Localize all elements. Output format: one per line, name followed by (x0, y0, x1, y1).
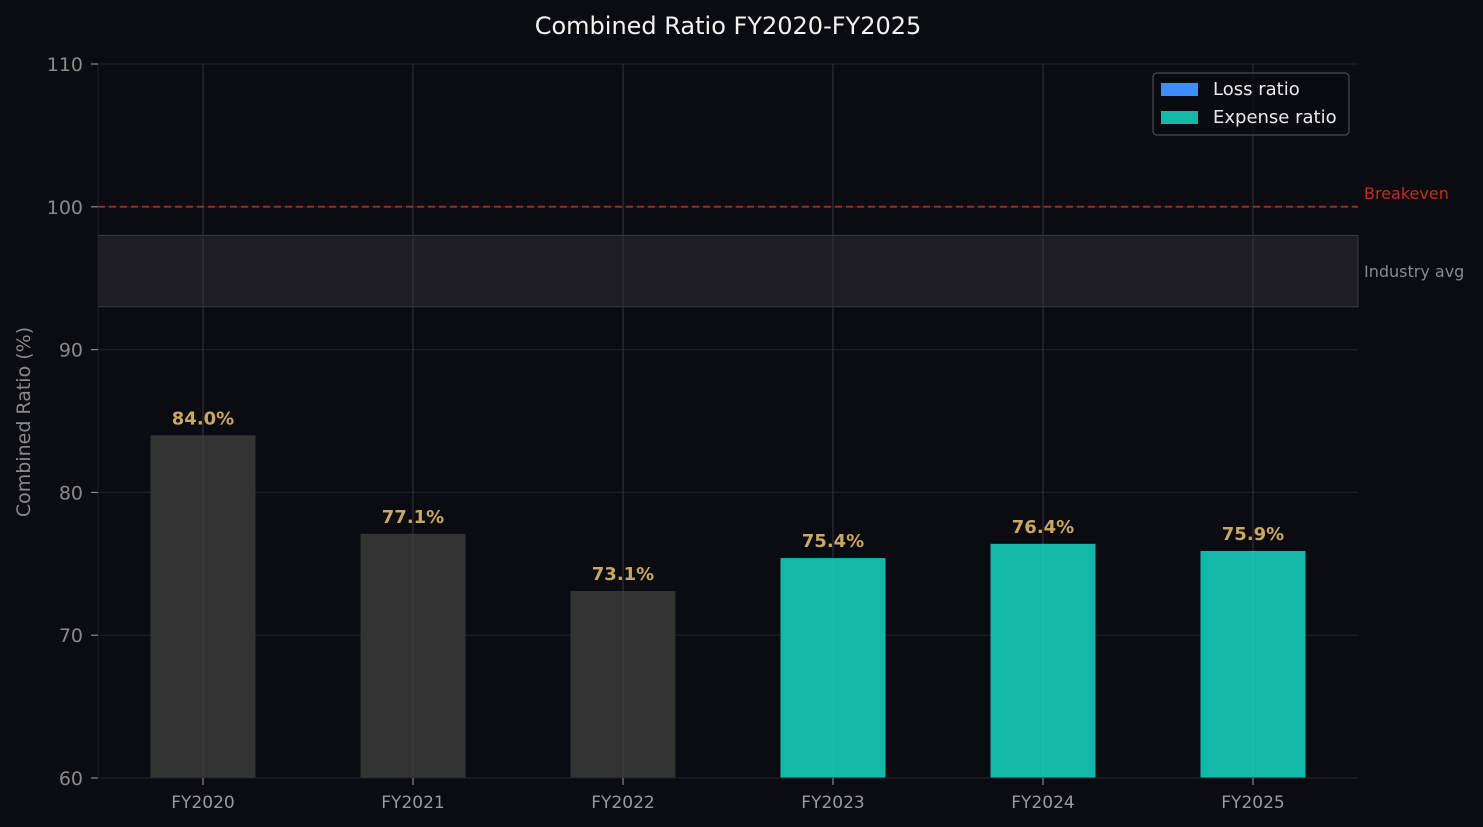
x-tick-label: FY2025 (1221, 793, 1284, 813)
legend-label: Loss ratio (1213, 79, 1300, 100)
bar-fy2020 (150, 435, 256, 778)
plot-area: Breakeven Industry avg 84.0% 77.1% 73.1% 75.4… (47, 54, 1465, 813)
data-label: 75.4% (802, 531, 864, 552)
chart-title: Combined Ratio FY2020-FY2025 (535, 12, 922, 40)
data-label: 73.1% (592, 564, 654, 585)
x-tick-label: FY2021 (381, 793, 444, 813)
data-label: 77.1% (382, 507, 444, 528)
y-tick-label: 90 (59, 340, 83, 362)
y-tick-label: 100 (47, 197, 83, 219)
industry-avg-band (97, 234, 1359, 308)
bar-fy2023 (780, 558, 886, 778)
x-tick-label: FY2024 (1011, 793, 1074, 813)
industry-avg-label: Industry avg (1364, 262, 1464, 281)
legend-swatch (1161, 83, 1198, 96)
y-axis-label: Combined Ratio (%) (13, 327, 35, 517)
legend-swatch (1161, 111, 1198, 124)
y-tick-label: 110 (47, 54, 83, 76)
data-label: 84.0% (172, 408, 234, 429)
y-tick-label: 80 (59, 482, 83, 504)
x-tick-label: FY2020 (171, 793, 234, 813)
legend-box (1152, 72, 1350, 136)
x-tick-label: FY2022 (591, 793, 654, 813)
x-tick-label: FY2023 (801, 793, 864, 813)
bar-fy2024 (990, 543, 1096, 778)
legend: Loss ratio Expense ratio (1152, 72, 1350, 136)
legend-label: Expense ratio (1213, 107, 1337, 128)
bar-fy2025 (1200, 550, 1306, 778)
y-tick-label: 60 (59, 768, 83, 790)
data-label: 76.4% (1012, 517, 1074, 538)
bar-fy2021 (360, 533, 466, 778)
breakeven-label: Breakeven (1364, 184, 1449, 203)
y-tick-label: 70 (59, 625, 83, 647)
bar-fy2022 (570, 590, 676, 778)
data-label: 75.9% (1222, 524, 1284, 545)
